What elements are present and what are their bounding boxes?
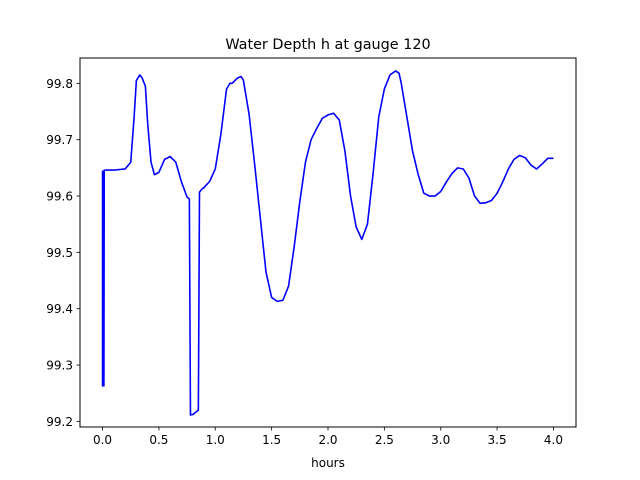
y-axis-ticks: 99.2 99.3 99.4 99.5 99.6 99.7 99.8 — [46, 77, 80, 429]
x-tick-label: 3.0 — [431, 433, 450, 447]
series-line — [101, 70, 554, 416]
x-tick-label: 2.5 — [375, 433, 394, 447]
x-tick-label: 4.0 — [544, 433, 563, 447]
x-tick-label: 2.0 — [318, 433, 337, 447]
y-tick-label: 99.4 — [46, 302, 73, 316]
y-tick-label: 99.6 — [46, 190, 73, 204]
plot-frame — [79, 57, 577, 428]
x-tick-label: 0.5 — [149, 433, 168, 447]
y-tick-label: 99.7 — [46, 133, 73, 147]
x-axis-label: hours — [311, 456, 345, 470]
x-tick-label: 1.0 — [206, 433, 225, 447]
chart-title: Water Depth h at gauge 120 — [225, 37, 430, 53]
x-tick-label: 0.0 — [93, 433, 112, 447]
x-tick-label: 1.5 — [262, 433, 281, 447]
x-axis-ticks: 0.0 0.5 1.0 1.5 2.0 2.5 3.0 3.5 4.0 — [93, 427, 563, 447]
y-tick-label: 99.8 — [46, 77, 73, 91]
x-tick-label: 3.5 — [488, 433, 507, 447]
y-tick-label: 99.3 — [46, 359, 73, 373]
y-tick-label: 99.2 — [46, 415, 73, 429]
series-layer — [101, 70, 554, 416]
y-tick-label: 99.5 — [46, 246, 73, 260]
